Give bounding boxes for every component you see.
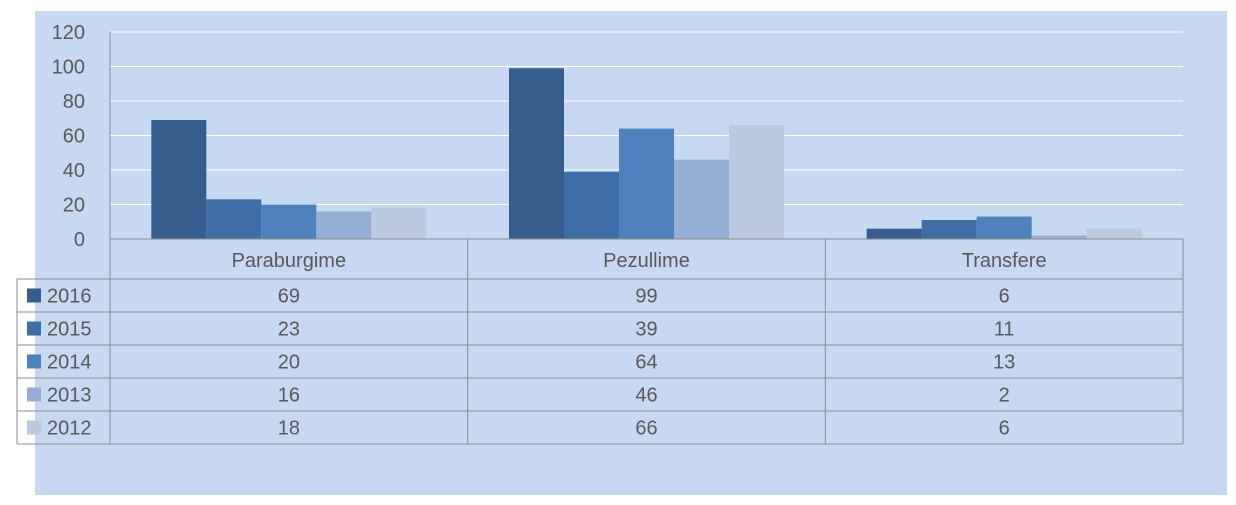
legend-key-2015 (27, 321, 41, 336)
data-table-value: 23 (278, 319, 300, 341)
bar-2012-transfere (1086, 228, 1142, 239)
category-label: Paraburgime (232, 250, 347, 272)
legend-key-2016 (27, 288, 41, 303)
data-table-value: 6 (999, 418, 1010, 440)
chart-container: 0 20 40 60 80 100 120 Paraburgime Pezullime Trans… (16, 11, 1227, 495)
data-table-value: 20 (278, 352, 300, 374)
bar-2012-paraburgime (371, 207, 427, 239)
y-tick-label: 0 (74, 229, 85, 251)
y-tick-label: 60 (63, 126, 85, 148)
bar-2016-paraburgime (151, 119, 207, 239)
data-table-value: 66 (635, 418, 657, 440)
legend-label-2016: 2016 (47, 286, 92, 308)
legend-key-2013 (27, 387, 41, 402)
legend-label-2015: 2015 (47, 319, 92, 341)
bar-2016-transfere (866, 228, 922, 239)
data-table-value: 11 (994, 319, 1015, 341)
data-table-value: 39 (635, 319, 657, 341)
bar-2015-transfere (921, 220, 977, 239)
data-table-value: 99 (635, 286, 657, 308)
bar-2016-pezullime (509, 68, 564, 239)
y-tick-label: 120 (52, 22, 85, 44)
y-tick-label: 80 (63, 91, 85, 113)
bar-2013-transfere (1031, 235, 1087, 239)
legend-label-2012: 2012 (47, 418, 92, 440)
data-table-value: 64 (635, 352, 657, 374)
bar-2013-paraburgime (316, 211, 372, 239)
bar-2013-pezullime (674, 159, 729, 239)
y-tick-label: 100 (52, 57, 85, 79)
bar-2015-pezullime (564, 171, 619, 239)
legend-key-2012 (27, 420, 41, 435)
data-table-value: 2 (999, 385, 1010, 407)
data-table-value: 46 (635, 385, 657, 407)
category-label: Pezullime (603, 250, 690, 272)
bar-2012-pezullime (729, 125, 784, 239)
category-label: Transfere (962, 250, 1047, 272)
y-tick-label: 20 (63, 195, 85, 217)
data-table-value: 18 (278, 418, 300, 440)
legend-label-2013: 2013 (47, 385, 92, 407)
data-table-value: 69 (278, 286, 300, 308)
bar-2014-paraburgime (261, 204, 317, 239)
bar-2014-transfere (976, 216, 1032, 239)
legend-key-2014 (27, 354, 41, 369)
bar-2015-paraburgime (206, 199, 262, 239)
data-table-value: 13 (993, 352, 1015, 374)
data-table-value: 6 (999, 286, 1010, 308)
y-tick-label: 40 (63, 160, 85, 182)
data-table-value: 16 (278, 385, 300, 407)
legend-label-2014: 2014 (47, 352, 92, 374)
bar-2014-pezullime (619, 128, 674, 239)
